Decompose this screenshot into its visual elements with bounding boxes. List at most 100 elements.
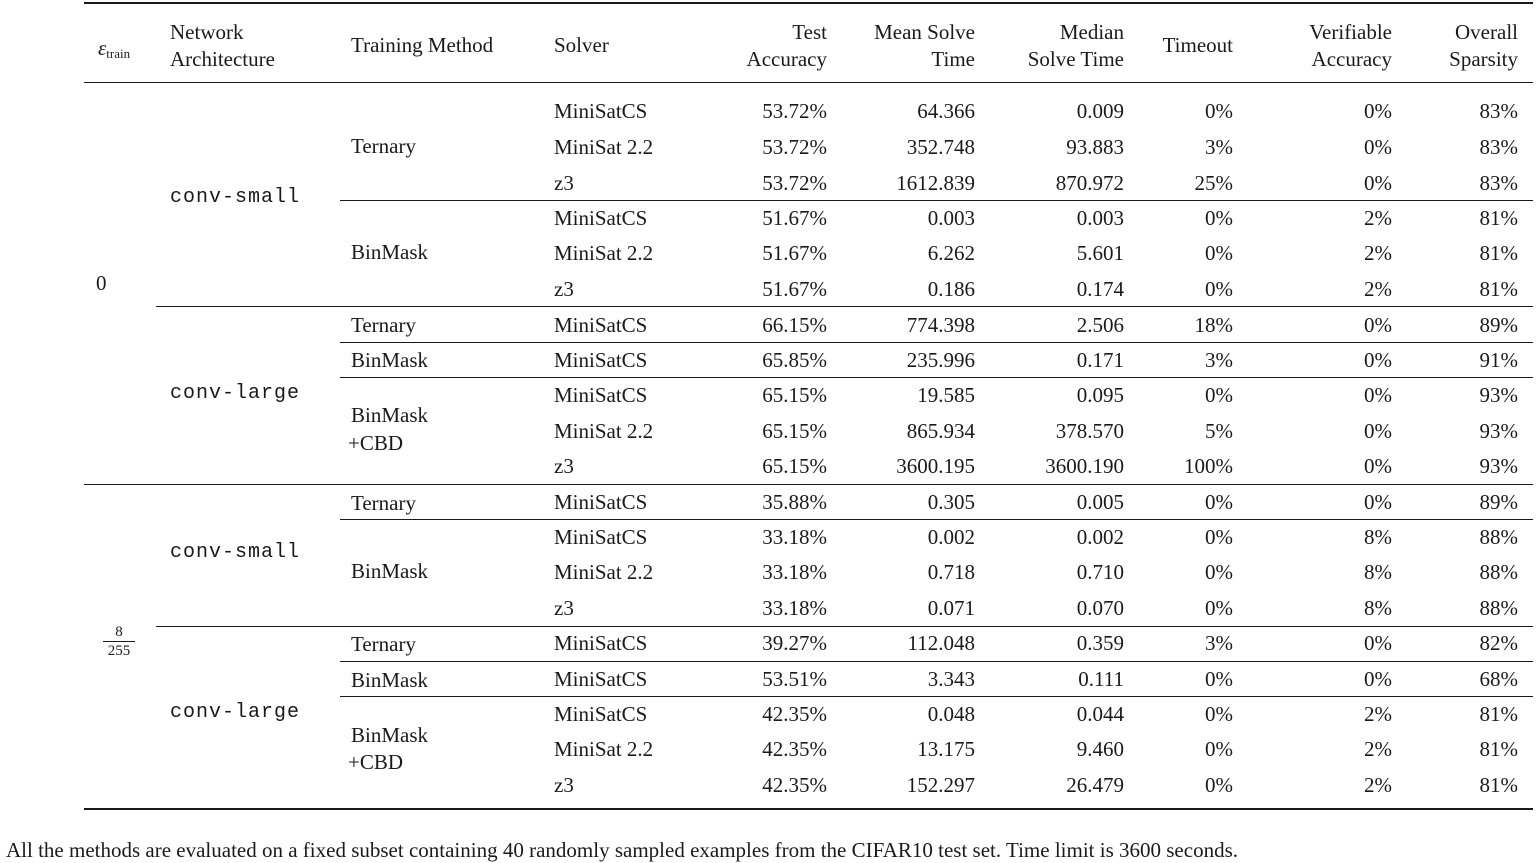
- cell-mean-solve-time: 13.175: [917, 737, 975, 761]
- cell-timeout: 0%: [1205, 99, 1233, 123]
- header-timeout: Timeout: [1162, 33, 1233, 57]
- cell-median-solve-time: 0.002: [1076, 525, 1124, 549]
- cell-solver: MiniSatCS: [554, 313, 648, 337]
- cell-test-accuracy: 53.51%: [762, 667, 827, 691]
- cell-solver: MiniSat 2.2: [554, 560, 654, 584]
- cell-median-solve-time: 0.005: [1076, 490, 1124, 514]
- rule-arch-1: [156, 626, 1533, 627]
- cell-test-accuracy: 33.18%: [762, 560, 827, 584]
- cell-solver: MiniSat 2.2: [554, 737, 654, 761]
- cell-median-solve-time: 0.111: [1078, 667, 1124, 691]
- rule-large-binmask-cbd: [340, 377, 1533, 378]
- header-test-accuracy-line2: Accuracy: [746, 47, 827, 71]
- method-binmask-cbd-line1: BinMask: [351, 403, 429, 427]
- cell-solver: MiniSatCS: [554, 702, 648, 726]
- table-footnote: All the methods are evaluated on a fixed…: [6, 838, 1238, 862]
- cell-overall-sparsity: 81%: [1479, 277, 1519, 301]
- rule-small-ternary-binmask: [340, 200, 1533, 201]
- cell-test-accuracy: 33.18%: [762, 525, 827, 549]
- cell-timeout: 0%: [1205, 206, 1233, 230]
- cell-timeout: 0%: [1205, 773, 1233, 797]
- cell-solver: MiniSat 2.2: [554, 241, 654, 265]
- cell-overall-sparsity: 93%: [1479, 383, 1519, 407]
- cell-mean-solve-time: 0.186: [927, 277, 975, 301]
- cell-mean-solve-time: 0.305: [927, 490, 975, 514]
- cell-mean-solve-time: 352.748: [906, 135, 975, 159]
- cell-timeout: 18%: [1194, 313, 1234, 337]
- cell-overall-sparsity: 88%: [1479, 525, 1519, 549]
- cell-mean-solve-time: 1612.839: [896, 171, 975, 195]
- cell-median-solve-time: 9.460: [1076, 737, 1124, 761]
- cell-overall-sparsity: 83%: [1479, 99, 1519, 123]
- cell-overall-sparsity: 81%: [1479, 737, 1519, 761]
- header-verifiable-accuracy-line1: Verifiable: [1309, 20, 1392, 44]
- rule-large-ternary-binmask: [340, 342, 1533, 343]
- cell-verifiable-accuracy: 2%: [1364, 277, 1392, 301]
- cell-test-accuracy: 35.88%: [762, 490, 827, 514]
- header-verifiable-accuracy-line2: Accuracy: [1311, 47, 1392, 71]
- header-network-line1: Network: [170, 20, 244, 44]
- cell-timeout: 0%: [1205, 383, 1233, 407]
- cell-median-solve-time: 2.506: [1076, 313, 1124, 337]
- cell-verifiable-accuracy: 8%: [1364, 560, 1392, 584]
- arch-conv-large-1: conv-large: [170, 382, 301, 405]
- cell-median-solve-time: 0.009: [1076, 99, 1124, 123]
- cell-verifiable-accuracy: 0%: [1364, 99, 1392, 123]
- cell-mean-solve-time: 6.262: [927, 241, 975, 265]
- epsilon-subscript: train: [106, 46, 131, 61]
- cell-solver: z3: [554, 171, 574, 195]
- cell-mean-solve-time: 3600.195: [896, 454, 975, 478]
- cell-solver: MiniSatCS: [554, 631, 648, 655]
- header-test-accuracy-line1: Test: [792, 20, 827, 44]
- cell-verifiable-accuracy: 0%: [1364, 419, 1392, 443]
- header-mean-solve-time-line2: Time: [931, 47, 975, 71]
- cell-test-accuracy: 65.15%: [762, 383, 827, 407]
- cell-solver: MiniSatCS: [554, 525, 648, 549]
- cell-solver: z3: [554, 277, 574, 301]
- cell-mean-solve-time: 235.996: [906, 348, 975, 372]
- header-epsilon-train: εtrain: [98, 36, 130, 66]
- cell-timeout: 3%: [1205, 135, 1233, 159]
- cell-overall-sparsity: 81%: [1479, 241, 1519, 265]
- cell-verifiable-accuracy: 0%: [1364, 135, 1392, 159]
- cell-median-solve-time: 5.601: [1076, 241, 1124, 265]
- cell-test-accuracy: 65.85%: [762, 348, 827, 372]
- cell-solver: z3: [554, 596, 574, 620]
- cell-verifiable-accuracy: 8%: [1364, 596, 1392, 620]
- cell-median-solve-time: 0.710: [1076, 560, 1124, 584]
- cell-mean-solve-time: 0.003: [927, 206, 975, 230]
- method-ternary: Ternary: [351, 632, 416, 656]
- cell-verifiable-accuracy: 2%: [1364, 206, 1392, 230]
- cell-solver: MiniSat 2.2: [554, 419, 654, 443]
- rule-large2-ternary-binmask: [340, 661, 1533, 662]
- cell-overall-sparsity: 81%: [1479, 773, 1519, 797]
- cell-timeout: 100%: [1184, 454, 1233, 478]
- cell-test-accuracy: 66.15%: [762, 313, 827, 337]
- method-binmask-cbd-line2: +CBD: [348, 431, 404, 455]
- header-mean-solve-time-line1: Mean Solve: [874, 20, 975, 44]
- cell-test-accuracy: 53.72%: [762, 171, 827, 195]
- cell-solver: z3: [554, 454, 574, 478]
- rule-arch-0: [156, 306, 1533, 307]
- arch-conv-small-1: conv-small: [170, 186, 301, 209]
- cell-mean-solve-time: 19.585: [917, 383, 975, 407]
- cell-overall-sparsity: 81%: [1479, 206, 1519, 230]
- cell-mean-solve-time: 774.398: [906, 313, 975, 337]
- cell-overall-sparsity: 91%: [1479, 348, 1519, 372]
- cell-test-accuracy: 51.67%: [762, 277, 827, 301]
- method-binmask-cbd-line2: +CBD: [348, 750, 404, 774]
- cell-mean-solve-time: 64.366: [917, 99, 975, 123]
- rule-group: [84, 484, 1533, 485]
- fraction-bar: [103, 641, 135, 642]
- cell-mean-solve-time: 112.048: [907, 631, 975, 655]
- cell-timeout: 25%: [1194, 171, 1234, 195]
- cell-verifiable-accuracy: 0%: [1364, 171, 1392, 195]
- cell-verifiable-accuracy: 0%: [1364, 383, 1392, 407]
- cell-test-accuracy: 42.35%: [762, 773, 827, 797]
- cell-overall-sparsity: 89%: [1479, 313, 1519, 337]
- epsilon-symbol: ε: [98, 36, 107, 60]
- cell-mean-solve-time: 0.002: [927, 525, 975, 549]
- cell-verifiable-accuracy: 8%: [1364, 525, 1392, 549]
- cell-test-accuracy: 39.27%: [762, 631, 827, 655]
